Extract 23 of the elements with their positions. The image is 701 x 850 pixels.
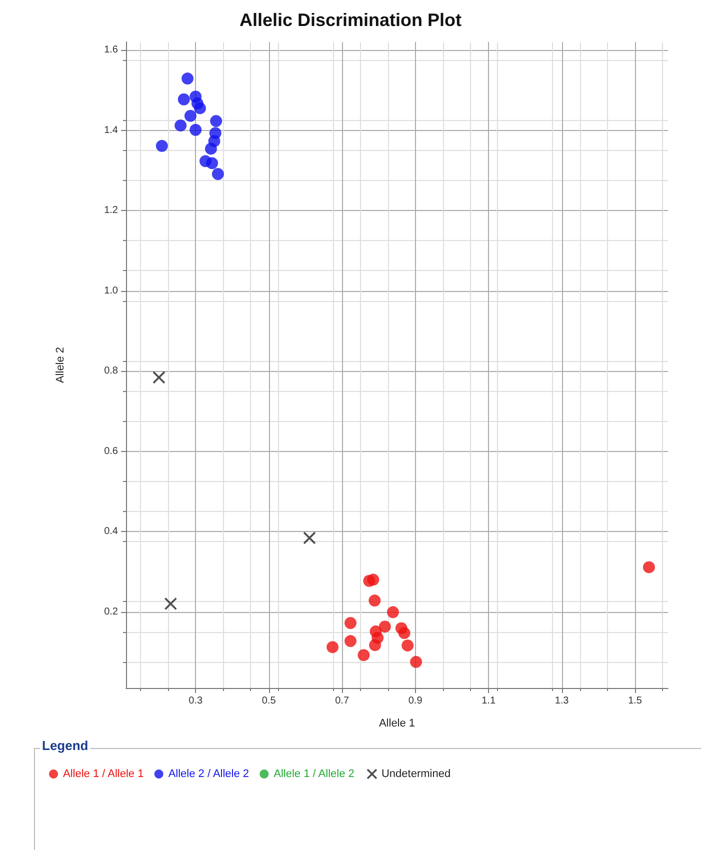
x-tick-label: 1.1 — [482, 696, 496, 706]
x-tick-label: 1.5 — [628, 696, 642, 706]
y-tick-label: 0.2 — [104, 606, 118, 618]
x-tick-label: 0.5 — [262, 696, 276, 706]
y-tick-label: 1.0 — [104, 285, 118, 296]
x-tick-label: 0.3 — [188, 696, 203, 706]
y-tick-label: 1.6 — [104, 44, 118, 56]
y-tick-label: 1.2 — [104, 205, 118, 216]
legend-label: Allele 1 / Allele 1 — [63, 768, 144, 780]
legend-title: Legend — [42, 738, 88, 753]
y-tick-label: 0.6 — [104, 446, 118, 457]
x-tick-label: 1.3 — [554, 696, 570, 706]
legend-label: Allele 2 / Allele 2 — [168, 768, 250, 780]
y-tick-label: 0.8 — [104, 366, 118, 377]
legend-label: Allele 1 / Allele 2 — [274, 768, 354, 780]
x-tick-label: 0.9 — [408, 696, 423, 706]
x-axis-title: Allele 1 — [378, 718, 416, 730]
y-axis-title: Allele 2 — [54, 346, 66, 384]
chart-title: Allelic Discrimination Plot — [239, 10, 462, 30]
y-tick-label: 1.4 — [104, 124, 118, 136]
x-tick-label: 0.7 — [335, 696, 350, 706]
y-tick-label: 0.4 — [104, 526, 118, 538]
legend-label: Undetermined — [381, 768, 451, 780]
